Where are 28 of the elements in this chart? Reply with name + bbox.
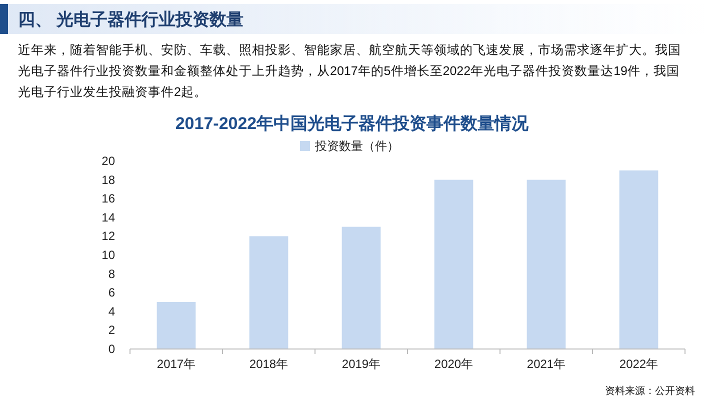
x-tick-label: 2018年: [249, 357, 288, 371]
x-tick-label: 2020年: [434, 357, 474, 371]
y-tick-label: 6: [108, 286, 116, 300]
bar: [249, 236, 288, 349]
x-tick-label: 2019年: [342, 357, 381, 371]
y-tick-label: 14: [102, 210, 116, 224]
bar: [619, 170, 658, 349]
y-tick-label: 0: [108, 342, 116, 356]
text: 资料来源：公开资料: [605, 384, 695, 398]
bar: [342, 226, 381, 349]
y-tick-label: 10: [102, 248, 116, 262]
legend-label: 投资数量（件）: [314, 139, 399, 153]
y-tick-label: 4: [108, 304, 116, 318]
y-tick-label: 8: [108, 266, 116, 281]
bar: [156, 302, 196, 349]
x-tick-label: 2017年: [156, 357, 196, 371]
x-tick-label: 2021年: [526, 357, 566, 371]
chart-title: 2017-2022年中国光电子器件投资事件数量情况: [175, 114, 530, 133]
y-tick-label: 20: [102, 154, 116, 168]
bar: [434, 180, 474, 349]
text: 近年来，随着智能手机、安防、车载、照相投影、智能家居、航空航天等领域的飞速发展，市场需求逐年扩大。我国光电子器件行业投资数量和金额整体处于上升趋势，从2017年的5件增长至2022年光电子器件投资数量达19件，我国光电子行业发生投融资事件2起。: [18, 42, 682, 101]
y-tick-label: 2: [108, 323, 116, 338]
y-tick-label: 16: [102, 192, 116, 206]
text: 四、 光电子器件行业投资数量: [18, 9, 244, 31]
y-tick-label: 18: [102, 172, 116, 187]
bar: [526, 180, 566, 349]
x-tick-label: 2022年: [619, 357, 658, 371]
y-tick-label: 12: [102, 229, 116, 244]
